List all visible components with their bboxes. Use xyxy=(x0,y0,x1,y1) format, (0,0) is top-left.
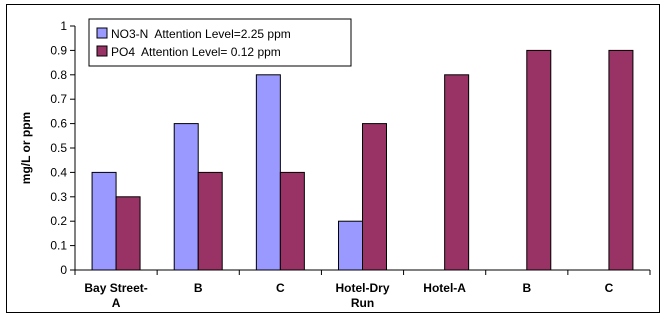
legend-swatch-series-2 xyxy=(96,45,108,57)
bar-series-2 xyxy=(362,123,387,271)
x-category-label: Bay Street- xyxy=(84,281,147,295)
y-tick-label: 0.2 xyxy=(50,214,67,228)
y-axis-title: mg/L or ppm xyxy=(19,112,33,184)
y-tick-label: 0.4 xyxy=(50,165,67,179)
x-category-label: C xyxy=(276,281,285,295)
y-tick-label: 0.1 xyxy=(50,239,67,253)
bar-series-2 xyxy=(608,49,634,271)
bar-series-1 xyxy=(91,171,117,271)
x-category-label: A xyxy=(112,296,121,310)
y-tick-label: 0.5 xyxy=(50,141,67,155)
bar-series-2 xyxy=(279,171,305,271)
bar-series-2 xyxy=(444,74,470,271)
bar-series-2 xyxy=(197,171,223,271)
y-axis-tick-labels: 0 0.1 0.2 0.3 0.4 0.5 0.6 0.7 0.8 0.9 1 xyxy=(50,19,67,277)
x-category-label: Hotel-Dry xyxy=(335,281,389,295)
x-category-label: Hotel-A xyxy=(423,281,466,295)
bar-series-1 xyxy=(338,220,363,271)
bar-series-2 xyxy=(526,49,552,271)
y-tick-label: 0.7 xyxy=(50,92,67,106)
x-category-label: C xyxy=(605,281,614,295)
bar-series-2 xyxy=(115,196,141,271)
legend: NO3-N Attention Level=2.25 ppm PO4 Attent… xyxy=(88,18,352,67)
x-category-label: Run xyxy=(351,296,374,310)
y-tick-label: 1 xyxy=(60,19,67,33)
bar-series-1 xyxy=(173,123,199,271)
bar-series-1 xyxy=(255,74,281,271)
bars xyxy=(91,49,634,271)
y-tick-label: 0.8 xyxy=(50,68,67,82)
legend-label-series-2: PO4 Attention Level= 0.12 ppm xyxy=(111,45,281,59)
legend-swatch-series-1 xyxy=(96,27,108,39)
x-category-label: B xyxy=(522,281,531,295)
y-tick-label: 0.6 xyxy=(50,117,67,131)
y-axis-ticks xyxy=(70,25,75,271)
x-category-label: B xyxy=(194,281,203,295)
x-axis-ticks xyxy=(74,270,651,275)
legend-label-series-1: NO3-N Attention Level=2.25 ppm xyxy=(111,27,291,41)
y-tick-label: 0.3 xyxy=(50,190,67,204)
legend-box xyxy=(88,18,352,67)
y-tick-label: 0 xyxy=(60,263,67,277)
y-tick-label: 0.9 xyxy=(50,43,67,57)
